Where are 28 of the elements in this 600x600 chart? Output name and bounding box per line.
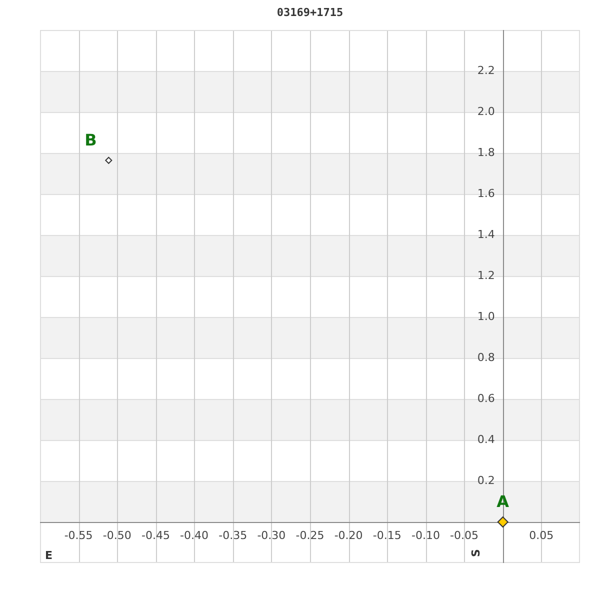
x-tick-label: -0.55	[64, 528, 93, 542]
x-tick-label: -0.40	[180, 528, 209, 542]
y-tick-label: 0.2	[477, 474, 495, 487]
x-tick-label: 0.05	[529, 528, 554, 542]
x-tick-label: -0.50	[102, 528, 132, 542]
y-tick-label: 0.6	[477, 392, 495, 405]
y-tick-label: 1.6	[477, 186, 495, 200]
x-tick-label: -0.25	[296, 528, 324, 542]
series-label: A	[496, 492, 510, 512]
y-tick-label: 1.0	[477, 310, 495, 323]
x-tick-label: -0.45	[141, 528, 170, 542]
chart-title: 03169+1715	[276, 6, 344, 19]
y-tick-label: 2.2	[477, 64, 495, 77]
y-tick-label: 1.2	[477, 268, 495, 282]
y-tick-label: 2.0	[477, 104, 495, 118]
y-tick-label: 1.8	[477, 146, 495, 159]
x-tick-label: -0.35	[218, 528, 248, 542]
series-label: B	[84, 130, 97, 150]
x-axis-title: E	[45, 548, 53, 562]
y-axis-title: S	[470, 548, 483, 557]
x-tick-label: -0.05	[450, 528, 479, 542]
y-tick-label: 1.4	[477, 228, 495, 241]
x-tick-label: -0.30	[257, 528, 286, 542]
x-tick-label: -0.15	[372, 528, 402, 542]
y-tick-label: 0.8	[477, 350, 495, 364]
y-tick-label: 0.4	[477, 432, 495, 446]
x-tick-label: -0.10	[411, 528, 440, 542]
x-tick-label: -0.20	[334, 528, 363, 542]
